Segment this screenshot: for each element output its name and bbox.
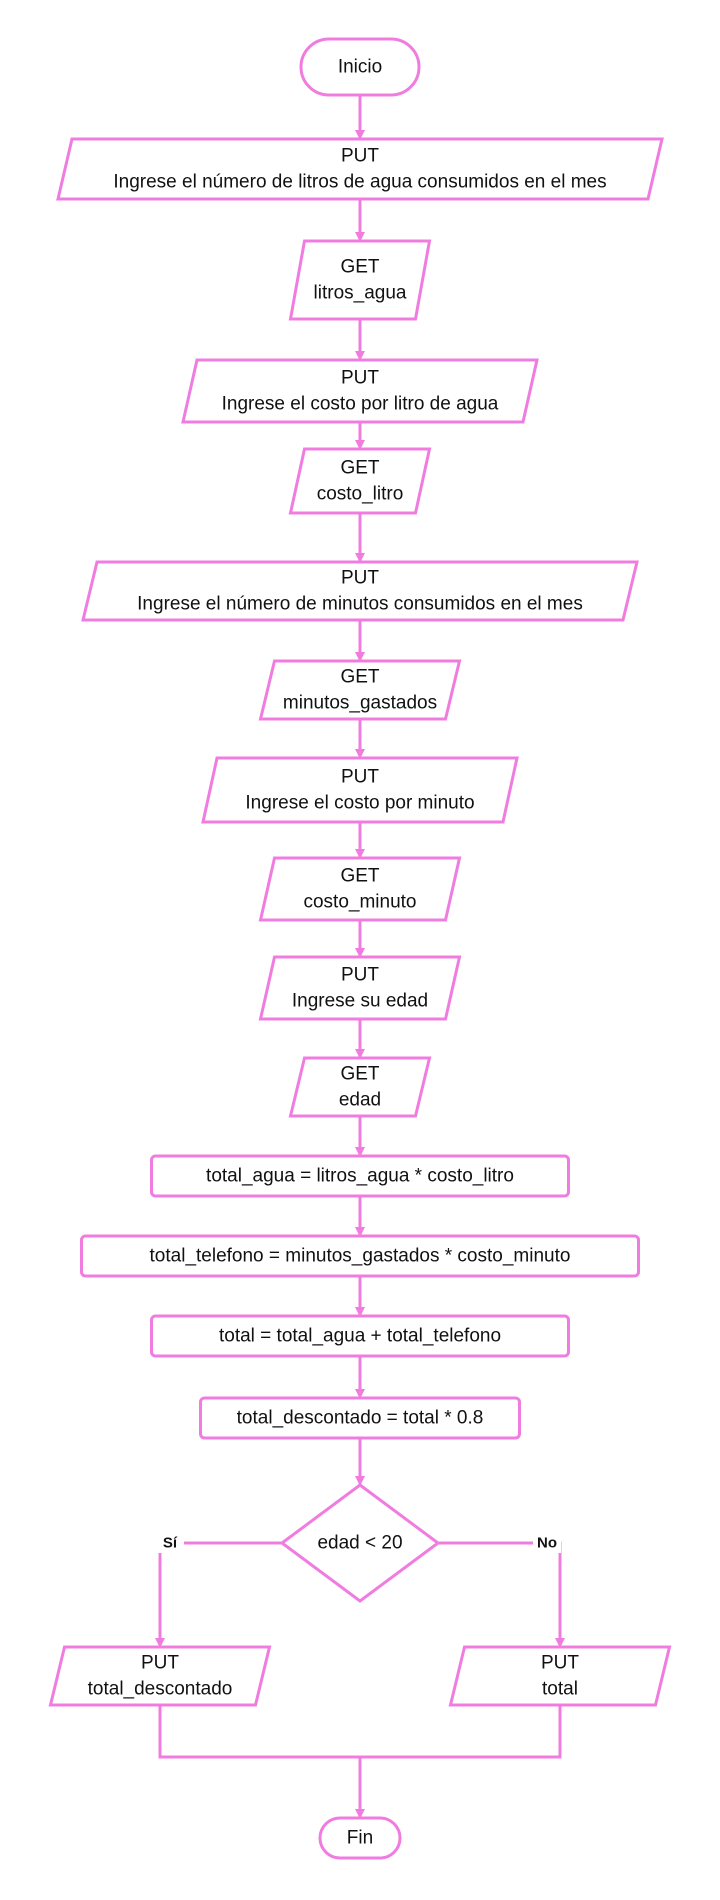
io-step-2-text-0: PUT xyxy=(341,368,379,389)
io-step-9-text-0: GET xyxy=(340,1064,379,1085)
no-branch-connector xyxy=(438,1541,565,1648)
start-label: Inicio xyxy=(338,57,382,78)
io-step-6-text-1: Ingrese el costo por minuto xyxy=(245,793,474,814)
io-step-7-text-1: costo_minuto xyxy=(303,892,416,913)
io-step-5-text-0: GET xyxy=(340,667,379,688)
no-output-text-1: total xyxy=(542,1679,578,1700)
merge-connector xyxy=(158,1705,562,1759)
io-step-3-text-0: GET xyxy=(340,458,379,479)
process-step-12-shape xyxy=(150,1314,570,1358)
io-step-4-text-1: Ingrese el número de minutos consumidos … xyxy=(137,594,583,615)
io-step-3: GET costo_litro xyxy=(288,447,432,515)
io-step-6-shape xyxy=(201,756,519,824)
io-step-8-text-1: Ingrese su edad xyxy=(292,991,428,1012)
no-output-shape xyxy=(448,1645,672,1707)
io-step-8-shape xyxy=(258,955,462,1021)
io-step-3-text-1: costo_litro xyxy=(317,484,404,505)
yes-output-text-0: PUT xyxy=(141,1653,179,1674)
process-step-12-text-0: total = total_agua + total_telefono xyxy=(219,1326,501,1347)
decision-condition: edad < 20 xyxy=(317,1533,402,1554)
io-step-6: PUT Ingrese el costo por minuto xyxy=(201,756,519,824)
io-step-1-shape xyxy=(288,239,432,321)
io-step-4: PUT Ingrese el número de minutos consumid… xyxy=(81,560,639,622)
yes-output-text-1: total_descontado xyxy=(88,1679,233,1700)
no-label: No xyxy=(533,1533,561,1553)
no-output-text-0: PUT xyxy=(541,1653,579,1674)
io-step-0: PUT Ingrese el número de litros de agua c… xyxy=(56,137,664,201)
io-step-2: PUT Ingrese el costo por litro de agua xyxy=(181,358,539,424)
process-step-10-shape xyxy=(150,1154,570,1198)
io-step-9-text-1: edad xyxy=(339,1090,381,1111)
end-terminal: Fin xyxy=(318,1816,402,1860)
io-step-4-shape xyxy=(81,560,639,622)
no-label-bg xyxy=(533,1533,561,1553)
io-step-0-text-1: Ingrese el número de litros de agua cons… xyxy=(113,172,606,193)
io-step-7-text-0: GET xyxy=(340,866,379,887)
yes-output: PUT total_descontado xyxy=(48,1645,272,1707)
io-step-8: PUT Ingrese su edad xyxy=(258,955,462,1021)
process-step-10-text-0: total_agua = litros_agua * costo_litro xyxy=(206,1166,514,1187)
io-step-9-shape xyxy=(288,1056,432,1118)
io-step-7: GET costo_minuto xyxy=(258,856,462,922)
io-step-1-text-1: litros_agua xyxy=(314,283,407,304)
io-step-0-shape xyxy=(56,137,664,201)
process-step-13-text-0: total_descontado = total * 0.8 xyxy=(237,1408,484,1429)
process-step-12: total = total_agua + total_telefono xyxy=(150,1314,570,1358)
no-output: PUT total xyxy=(448,1645,672,1707)
io-step-6-text-0: PUT xyxy=(341,767,379,788)
process-step-11-shape xyxy=(80,1234,640,1278)
io-step-3-shape xyxy=(288,447,432,515)
io-step-2-text-1: Ingrese el costo por litro de agua xyxy=(222,394,499,415)
yes-label-text: Sí xyxy=(163,1535,178,1552)
io-step-4-text-0: PUT xyxy=(341,568,379,589)
io-step-5-shape xyxy=(258,659,462,721)
yes-label: Sí xyxy=(156,1533,184,1553)
yes-output-shape xyxy=(48,1645,272,1707)
io-step-5-text-1: minutos_gastados xyxy=(283,693,437,714)
end-terminal-shape xyxy=(318,1816,402,1860)
process-step-11-text-0: total_telefono = minutos_gastados * cost… xyxy=(150,1246,571,1267)
io-step-5: GET minutos_gastados xyxy=(258,659,462,721)
process-step-10: total_agua = litros_agua * costo_litro xyxy=(150,1154,570,1198)
io-step-2-shape xyxy=(181,358,539,424)
io-step-7-shape xyxy=(258,856,462,922)
yes-branch-connector xyxy=(155,1541,282,1648)
decision-node: edad < 20 xyxy=(279,1483,441,1603)
io-step-1: GET litros_agua xyxy=(288,239,432,321)
nodes: Inicio PUT Ingrese el número de litros de … xyxy=(48,37,672,1860)
io-step-9: GET edad xyxy=(288,1056,432,1118)
yes-label-bg xyxy=(156,1533,184,1553)
process-step-11: total_telefono = minutos_gastados * cost… xyxy=(80,1234,640,1278)
io-step-1-text-0: GET xyxy=(340,257,379,278)
io-step-8-text-0: PUT xyxy=(341,965,379,986)
decision-diamond xyxy=(279,1483,441,1603)
end-label: Fin xyxy=(347,1828,373,1849)
io-step-0-text-0: PUT xyxy=(341,146,379,167)
process-step-13: total_descontado = total * 0.8 xyxy=(199,1396,521,1440)
start-terminal: Inicio xyxy=(299,37,421,97)
process-step-13-shape xyxy=(199,1396,521,1440)
no-label-text: No xyxy=(537,1535,557,1552)
start-terminal-shape xyxy=(299,37,421,97)
